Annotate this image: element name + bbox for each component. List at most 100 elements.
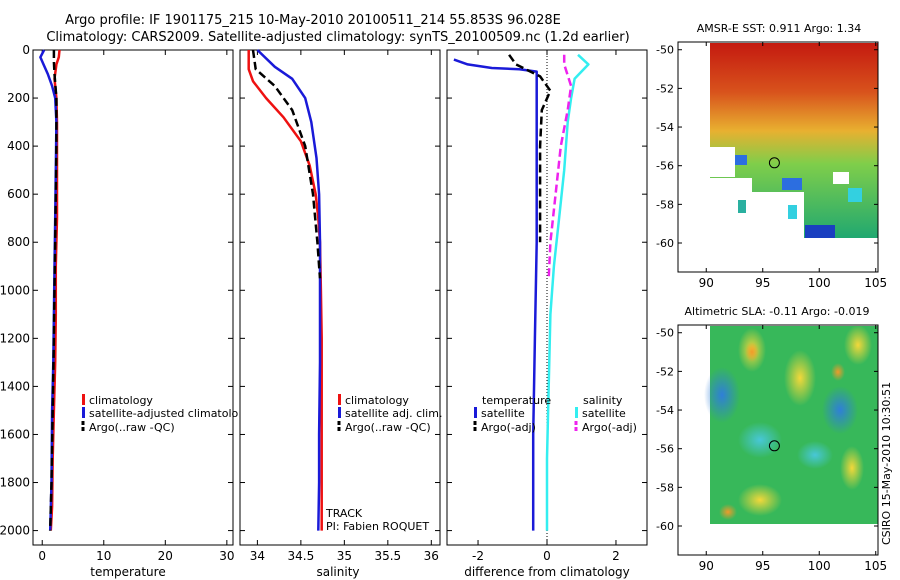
sla-blob-yellow-5 (840, 446, 864, 490)
salinity-axes-frame (239, 49, 441, 546)
y-tick-label: 2000 (0, 524, 30, 538)
legend-label-diff-temp-satellite: satellite (481, 407, 525, 420)
sla-blob-cyan-1 (738, 422, 782, 458)
x-tick-label: 34.5 (288, 549, 315, 563)
sla-blob-orange-1 (745, 342, 759, 362)
map-y-tick-label: -54 (656, 121, 674, 134)
y-tick-label: 1400 (0, 379, 30, 393)
legend-header-salinity: salinity (583, 394, 623, 407)
y-tick-label: 600 (7, 187, 30, 201)
map-y-tick-label: -52 (656, 365, 674, 378)
temperature-legend: climatology satellite-adjusted climatolo… (81, 394, 239, 434)
y-tick-label: 800 (7, 235, 30, 249)
x-tick-label: -2 (472, 549, 484, 563)
sla-blob-yellow-3 (844, 325, 872, 365)
x-tick-label: 35.5 (374, 549, 401, 563)
salinity-xlabel: salinity (316, 565, 359, 579)
map-x-tick-label: 100 (808, 559, 831, 573)
x-tick-label: 0 (38, 549, 46, 563)
legend-swatch-diff-sal-satellite (575, 407, 578, 418)
sst-blue-patch-1 (735, 155, 747, 165)
sst-map-title: AMSR-E SST: 0.911 Argo: 1.34 (697, 22, 862, 35)
legend-label-sal-climatology: climatology (345, 394, 409, 407)
y-tick-label: 1000 (0, 283, 30, 297)
legend-swatch-sal-satellite (338, 407, 341, 418)
sla-blob-orange-3 (719, 504, 737, 520)
sla-map-ticks: 90 95 100 105 -50 -52 -54 -56 -58 -60 (656, 325, 887, 573)
sla-argo-location-marker (768, 440, 780, 452)
temperature-axes-frame (32, 49, 234, 546)
x-tick-label: 34 (250, 549, 265, 563)
legend-swatch-satellite (82, 407, 85, 418)
difference-series (453, 50, 590, 545)
salinity-ticks: 34 34.5 35 35.5 36 (240, 49, 440, 563)
temperature-xlabel: temperature (90, 565, 165, 579)
salinity-legend: climatology satellite adj. clim. Argo(..… (337, 394, 442, 434)
y-tick-label: 0 (22, 43, 30, 57)
temperature-panel: 0 10 20 30 0 200 400 600 800 1000 1200 1400 1600 1800… (0, 43, 239, 579)
salinity-series (247, 49, 323, 531)
series-line-salinity-argo-adj (547, 54, 573, 279)
sst-gap-right (833, 172, 849, 184)
y-tick-label: 1800 (0, 476, 30, 490)
map-y-tick-label: -60 (656, 520, 674, 533)
legend-label-climatology: climatology (89, 394, 153, 407)
map-y-tick-label: -56 (656, 160, 674, 173)
temperature-ticks: 0 10 20 30 0 200 400 600 800 1000 1200 1400 1600 1800… (0, 43, 234, 563)
sla-blob-orange-2 (831, 363, 845, 381)
x-tick-label: 35 (337, 549, 352, 563)
map-x-tick-label: 105 (864, 276, 887, 290)
sst-map-ticks: 90 95 100 105 -50 -52 -54 -56 -58 -60 (656, 42, 887, 290)
sla-blob-cyan-2 (797, 441, 833, 469)
legend-swatch-diff-temp-satellite (474, 407, 477, 418)
sst-gap-left (710, 147, 735, 177)
series-line-argo-raw-qc (251, 49, 322, 279)
difference-panel: -2 0 2 difference from climatology tempera… (446, 49, 648, 579)
map-y-tick-label: -54 (656, 404, 674, 417)
temperature-series (39, 49, 61, 531)
series-line-climatology (247, 50, 323, 531)
x-tick-label: 10 (96, 549, 111, 563)
figure-title-line1: Argo profile: IF 1901175_215 10-May-2010… (65, 13, 561, 28)
sla-map-frame (677, 324, 879, 556)
sla-map-title: Altimetric SLA: -0.11 Argo: -0.019 (685, 305, 870, 318)
map-y-tick-label: -58 (656, 198, 674, 211)
legend-label-diff-sal-satellite: satellite (582, 407, 626, 420)
sla-field (704, 325, 878, 524)
map-x-tick-label: 105 (864, 559, 887, 573)
series-line-argo-raw-qc (48, 50, 58, 531)
sla-blob-yellow-4 (738, 484, 782, 516)
series-line-satellite-adj-clim (256, 49, 322, 531)
sst-field (710, 43, 878, 240)
pi-annotation: PI: Fabien ROQUET (326, 520, 429, 533)
difference-xlabel: difference from climatology (464, 565, 630, 579)
legend-label-diff-sal-argo: Argo(-adj) (582, 421, 637, 434)
legend-label-diff-temp-argo: Argo(-adj) (481, 421, 536, 434)
map-y-tick-label: -58 (656, 481, 674, 494)
difference-ticks: -2 0 2 (447, 49, 647, 563)
sst-cyan-patch-2 (788, 205, 797, 219)
legend-swatch-sal-climatology (338, 394, 341, 405)
map-x-tick-label: 95 (755, 559, 770, 573)
legend-label-sal-satellite: satellite adj. clim. (345, 407, 442, 420)
map-x-tick-label: 100 (808, 276, 831, 290)
salinity-panel: 34 34.5 35 35.5 36 salinity climatology sate… (239, 49, 442, 579)
sla-blob-yellow-2 (784, 350, 816, 406)
map-x-tick-label: 90 (699, 559, 714, 573)
map-y-tick-label: -56 (656, 443, 674, 456)
x-tick-label: 0 (543, 549, 551, 563)
legend-label-satellite: satellite-adjusted climatolo (89, 407, 239, 420)
x-tick-label: 36 (424, 549, 439, 563)
x-tick-label: 2 (612, 549, 620, 563)
map-y-tick-label: -60 (656, 237, 674, 250)
sla-blob-blue-1 (704, 367, 740, 423)
sla-map-panel: Altimetric SLA: -0.11 Argo: -0.019 90 95 1… (656, 305, 887, 573)
map-y-tick-label: -50 (656, 327, 674, 340)
difference-legend: temperature satellite Argo(-adj) salinit… (473, 394, 637, 434)
map-y-tick-label: -52 (656, 82, 674, 95)
sst-argo-location-marker (768, 157, 780, 169)
map-y-tick-label: -50 (656, 44, 674, 57)
legend-label-argo: Argo(..raw -QC) (89, 421, 175, 434)
sla-blob-blue-2 (822, 386, 858, 434)
